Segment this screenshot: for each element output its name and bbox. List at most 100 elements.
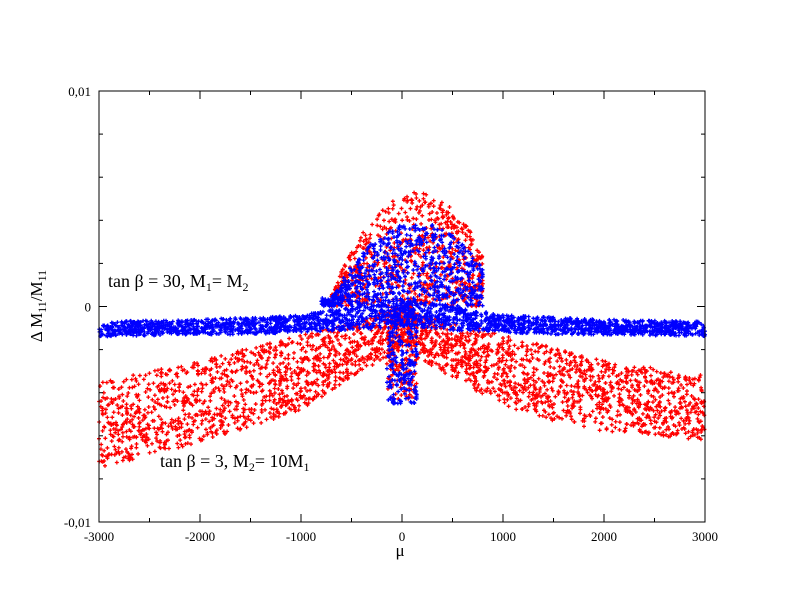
red-series-point	[696, 377, 701, 382]
red-series-point	[268, 346, 273, 351]
red-series-point	[259, 356, 264, 361]
red-series-point	[197, 436, 202, 441]
red-series-point	[271, 361, 276, 366]
red-series-point	[555, 414, 560, 419]
red-series-point	[318, 351, 323, 356]
red-series-point	[244, 347, 249, 352]
red-series-point	[150, 441, 155, 446]
red-series-point	[653, 412, 658, 417]
red-series-point	[676, 379, 681, 384]
red-series-point	[551, 376, 556, 381]
red-series-point	[350, 345, 355, 350]
red-series-point	[214, 428, 219, 433]
red-series-point	[506, 393, 511, 398]
red-series-point	[160, 429, 165, 434]
red-series-point	[590, 409, 595, 414]
red-series-point	[480, 344, 485, 349]
red-series-point	[185, 441, 190, 446]
red-series-point	[151, 381, 156, 386]
red-series-point	[617, 382, 622, 387]
red-series-point	[200, 386, 205, 391]
red-series-point	[116, 406, 121, 411]
red-series-point	[208, 372, 213, 377]
red-series-point	[561, 408, 566, 413]
red-series-point	[145, 410, 150, 415]
red-series-point	[534, 409, 539, 414]
red-series-point	[195, 425, 200, 430]
scatter-points	[97, 190, 707, 468]
red-series-point	[473, 332, 478, 337]
red-series-point	[173, 388, 178, 393]
red-series-point	[102, 463, 107, 468]
red-series-point	[368, 316, 373, 321]
red-series-point	[560, 416, 565, 421]
red-series-point	[586, 360, 591, 365]
red-series-point	[248, 360, 253, 365]
red-series-point	[311, 397, 316, 402]
red-series-point	[688, 434, 693, 439]
red-series-point	[99, 442, 104, 447]
red-series-point	[661, 430, 666, 435]
red-series-point	[219, 396, 224, 401]
red-series-point	[183, 434, 188, 439]
red-series-point	[145, 443, 150, 448]
red-series-point	[652, 425, 657, 430]
red-series-point	[623, 426, 628, 431]
red-series-point	[256, 362, 261, 367]
red-series-point	[186, 396, 191, 401]
red-series-point	[547, 360, 552, 365]
red-series-point	[100, 380, 105, 385]
red-series-point	[119, 385, 124, 390]
red-series-point	[254, 360, 259, 365]
red-series-point	[120, 392, 125, 397]
red-series-point	[181, 408, 186, 413]
red-series-point	[525, 379, 530, 384]
red-series-point	[286, 362, 291, 367]
red-series-point	[326, 333, 331, 338]
red-series-point	[531, 342, 536, 347]
red-series-point	[518, 383, 523, 388]
red-series-point	[234, 368, 239, 373]
red-series-point	[476, 382, 481, 387]
red-series-point	[321, 382, 326, 387]
red-series-point	[188, 384, 193, 389]
red-series-point	[179, 364, 184, 369]
red-series-point	[514, 407, 519, 412]
red-series-point	[661, 420, 666, 425]
red-series-point	[273, 372, 278, 377]
red-series-point	[291, 356, 296, 361]
red-series-point	[128, 413, 133, 418]
red-series-point	[512, 343, 517, 348]
red-series-point	[468, 372, 473, 377]
red-series-point	[232, 416, 237, 421]
red-series-point	[652, 415, 657, 420]
red-series-point	[234, 399, 239, 404]
red-series-point	[682, 399, 687, 404]
red-series-point	[474, 351, 479, 356]
red-series-point	[544, 415, 549, 420]
red-series-point	[220, 422, 225, 427]
red-series-point	[496, 387, 501, 392]
red-series-point	[109, 379, 114, 384]
red-series-point	[203, 427, 208, 432]
red-series-point	[363, 335, 368, 340]
red-series-point	[548, 350, 553, 355]
red-series-point	[284, 402, 289, 407]
red-series-point	[554, 352, 559, 357]
red-series-point	[236, 401, 241, 406]
red-series-point	[572, 384, 577, 389]
red-series-point	[520, 340, 525, 345]
red-series-point	[307, 396, 312, 401]
red-series-point	[113, 430, 118, 435]
red-series-point	[658, 370, 663, 375]
red-series-point	[241, 398, 246, 403]
red-series-point	[349, 371, 354, 376]
red-series-point	[568, 375, 573, 380]
red-series-point	[560, 400, 565, 405]
red-series-point	[120, 425, 125, 430]
red-series-point	[120, 434, 125, 439]
red-series-point	[643, 375, 648, 380]
red-series-point	[524, 353, 529, 358]
red-series-point	[660, 379, 665, 384]
red-series-point	[289, 397, 294, 402]
